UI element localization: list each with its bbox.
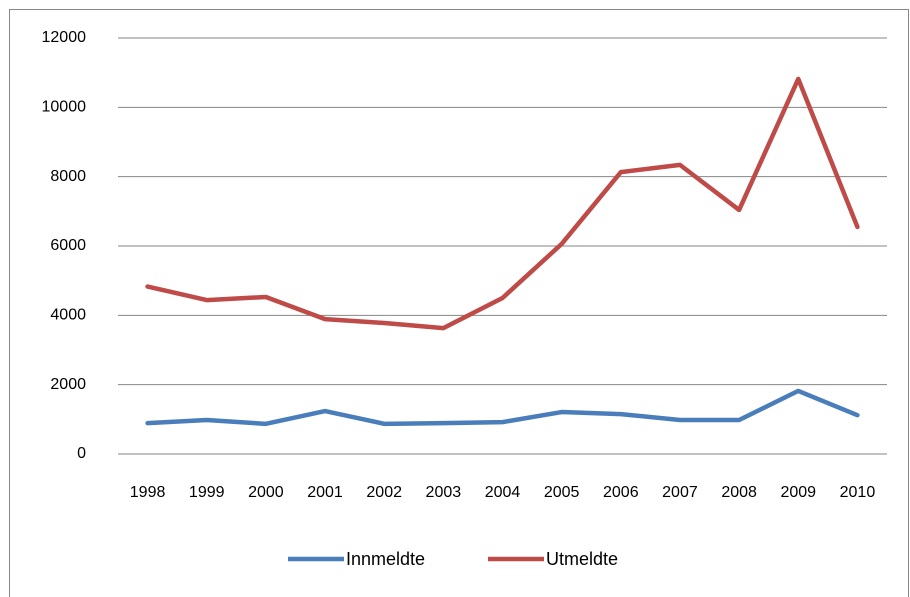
- y-tick-label: 2000: [50, 376, 86, 393]
- y-tick-label: 0: [77, 445, 86, 462]
- x-tick-label: 2010: [840, 484, 876, 501]
- series-line: [145, 76, 860, 331]
- x-tick-label: 2006: [603, 484, 639, 501]
- x-tick-label: 2008: [721, 484, 757, 501]
- chart-border: [9, 9, 909, 597]
- x-tick-label: 2000: [248, 484, 284, 501]
- x-tick-label: 1999: [189, 484, 225, 501]
- y-tick-label: 10000: [42, 99, 87, 116]
- y-tick-label: 12000: [42, 29, 87, 46]
- x-tick-label: 2009: [780, 484, 816, 501]
- y-tick-label: 4000: [50, 307, 86, 324]
- y-tick-label: 8000: [50, 168, 86, 185]
- y-tick-label: 6000: [50, 237, 86, 254]
- legend-label: Innmeldte: [346, 549, 425, 569]
- legend-label: Utmeldte: [546, 549, 618, 569]
- x-tick-label: 2004: [485, 484, 521, 501]
- series-line: [145, 388, 860, 427]
- x-tick-label: 2007: [662, 484, 698, 501]
- x-tick-label: 2005: [544, 484, 580, 501]
- x-tick-label: 2002: [366, 484, 402, 501]
- x-tick-label: 2001: [307, 484, 343, 501]
- x-tick-label: 2003: [426, 484, 462, 501]
- x-tick-label: 1998: [130, 484, 166, 501]
